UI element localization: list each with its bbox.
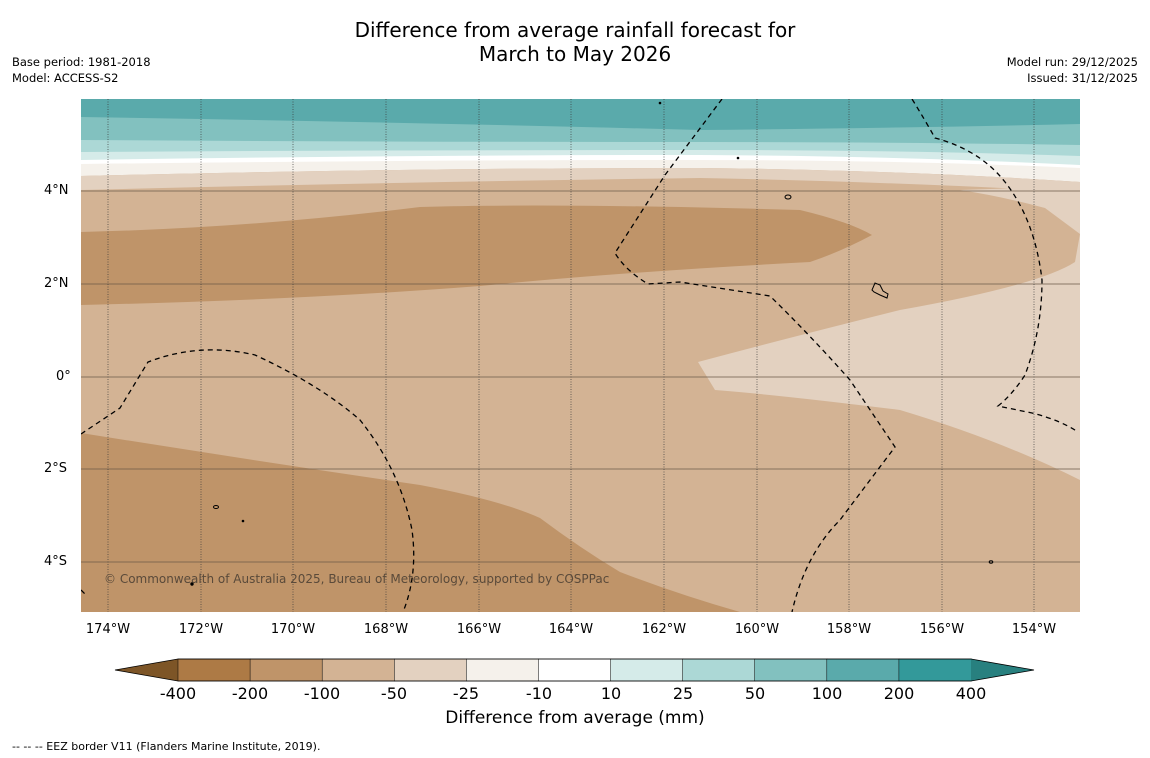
colorbar (114, 658, 1035, 682)
island-kiritimati (871, 282, 889, 299)
colorbar-tick: 25 (672, 684, 694, 703)
island-atoll-small (241, 519, 245, 523)
island-atoll-north (658, 101, 662, 105)
island-north (784, 194, 792, 200)
copyright-notice: © Commonwealth of Australia 2025, Bureau… (104, 572, 610, 586)
colorbar-tick: 400 (955, 684, 987, 703)
chart-title: Difference from average rainfall forecas… (0, 18, 1150, 66)
islands (190, 101, 994, 586)
colorbar-tick: -50 (380, 684, 408, 703)
colorbar-tick: 10 (600, 684, 622, 703)
meta-left: Base period: 1981-2018 Model: ACCESS-S2 (12, 54, 151, 86)
model-run: Model run: 29/12/2025 (1006, 55, 1138, 69)
band-dry-100-200-south (81, 433, 740, 612)
colorbar-segment (826, 658, 900, 682)
colorbar-tick: -200 (231, 684, 269, 703)
colorbar-tick: 200 (883, 684, 915, 703)
lon-label-160w: 160°W (734, 622, 780, 637)
eez-border-west (81, 349, 415, 612)
title-line-1: Difference from average rainfall forecas… (354, 18, 796, 42)
colorbar-tick: -25 (452, 684, 480, 703)
island-southeast (988, 560, 994, 564)
eez-border-central (614, 99, 896, 612)
lon-label-164w: 164°W (548, 622, 594, 637)
model-name: Model: ACCESS-S2 (12, 71, 119, 85)
colorbar-segment (177, 658, 251, 682)
band-dry-25-50-ne (960, 186, 1080, 234)
colorbar-label: Difference from average (mm) (445, 708, 705, 728)
meta-right: Model run: 29/12/2025 Issued: 31/12/2025 (1007, 54, 1138, 86)
map-area (81, 99, 1080, 612)
lon-label-156w: 156°W (919, 622, 965, 637)
colorbar-segment (538, 658, 612, 682)
colorbar-segment (394, 658, 468, 682)
colorbar-outline (114, 658, 1035, 682)
colorbar-tick: -400 (159, 684, 197, 703)
colorbar-segment (682, 658, 756, 682)
latitude-gridlines (81, 190, 1080, 563)
issued-date: Issued: 31/12/2025 (1027, 71, 1138, 85)
eez-borders (81, 99, 1079, 612)
lon-label-162w: 162°W (641, 622, 687, 637)
band-dry-25-50-east (698, 192, 1080, 480)
lon-label-170w: 170°W (270, 622, 316, 637)
lon-label-168w: 168°W (363, 622, 409, 637)
island-atoll-mid (736, 156, 740, 160)
colorbar-segment (610, 658, 684, 682)
colorbar-tick: -100 (303, 684, 341, 703)
eez-footnote: -- -- -- EEZ border V11 (Flanders Marine… (12, 740, 321, 753)
lon-label-158w: 158°W (826, 622, 872, 637)
eez-border-east (911, 99, 1079, 433)
colorbar-segment (898, 658, 972, 682)
colorbar-segment (466, 658, 540, 682)
colorbar-segments (177, 658, 972, 682)
band-dry-25-50-north (81, 168, 1080, 192)
colorbar-tick: 100 (811, 684, 843, 703)
lon-label-166w: 166°W (456, 622, 502, 637)
eez-border-sw (81, 589, 87, 596)
colorbar-tick: -10 (525, 684, 553, 703)
lat-label-4n: 4°N (44, 183, 69, 198)
lon-label-172w: 172°W (178, 622, 224, 637)
island-atoll-south (190, 582, 194, 586)
lat-label-4s: 4°S (44, 554, 68, 569)
lon-label-154w: 154°W (1011, 622, 1057, 637)
longitude-gridlines (107, 99, 1035, 612)
lon-label-174w: 174°W (85, 622, 131, 637)
title-line-2: March to May 2026 (478, 42, 672, 66)
lat-label-2n: 2°N (44, 276, 69, 291)
colorbar-segment (321, 658, 396, 682)
colorbar-tick: 50 (744, 684, 766, 703)
lat-label-0: 0° (56, 369, 71, 384)
base-period: Base period: 1981-2018 (12, 55, 151, 69)
band-wet-100-200 (81, 99, 1080, 130)
band-dry-100-200-north (81, 205, 872, 305)
colorbar-segment (754, 658, 828, 682)
colorbar-extend-left (115, 659, 178, 681)
island-southwest (213, 505, 219, 509)
colorbar-extend-right (971, 659, 1034, 681)
colorbar-segment (249, 658, 323, 682)
lat-label-2s: 2°S (44, 461, 68, 476)
